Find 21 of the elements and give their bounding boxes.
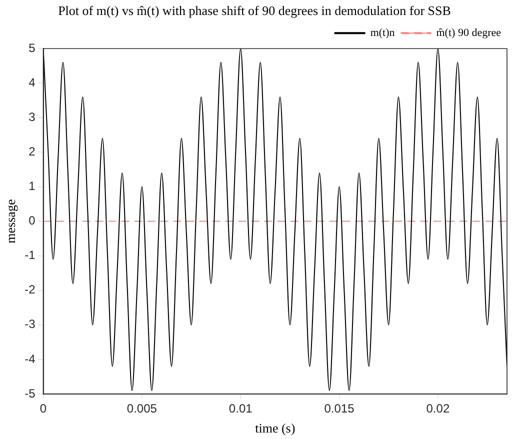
legend-label: m(t)n	[370, 26, 396, 39]
y-tick-label: -1	[24, 248, 36, 262]
x-tick-label: 0	[40, 402, 47, 416]
x-tick-label: 0.015	[324, 402, 355, 416]
y-tick-label: 2	[28, 144, 36, 159]
x-axis-title: time (s)	[255, 420, 296, 436]
x-tick-label: 0.01	[228, 402, 253, 416]
y-tick-label: -3	[24, 317, 36, 332]
y-tick-label: -4	[24, 352, 36, 366]
legend-label: m̂(t) 90 degree	[436, 26, 502, 39]
y-tick-label: 5	[28, 40, 36, 55]
x-tick-label: 0.02	[426, 402, 450, 416]
x-tick-label: 0.005	[126, 402, 158, 416]
chart-title: Plot of m(t) vs m̂(t) with phase shift of 90 degrees in demodulation for SSB	[58, 3, 452, 18]
y-tick-label: 0	[28, 214, 36, 228]
y-tick-label: 3	[28, 110, 36, 124]
y-axis-title: message	[3, 199, 18, 244]
y-tick-label: -5	[24, 386, 36, 400]
y-tick-label: -2	[24, 282, 36, 297]
y-tick-label: 1	[28, 179, 36, 194]
y-tick-label: 4	[28, 75, 36, 90]
